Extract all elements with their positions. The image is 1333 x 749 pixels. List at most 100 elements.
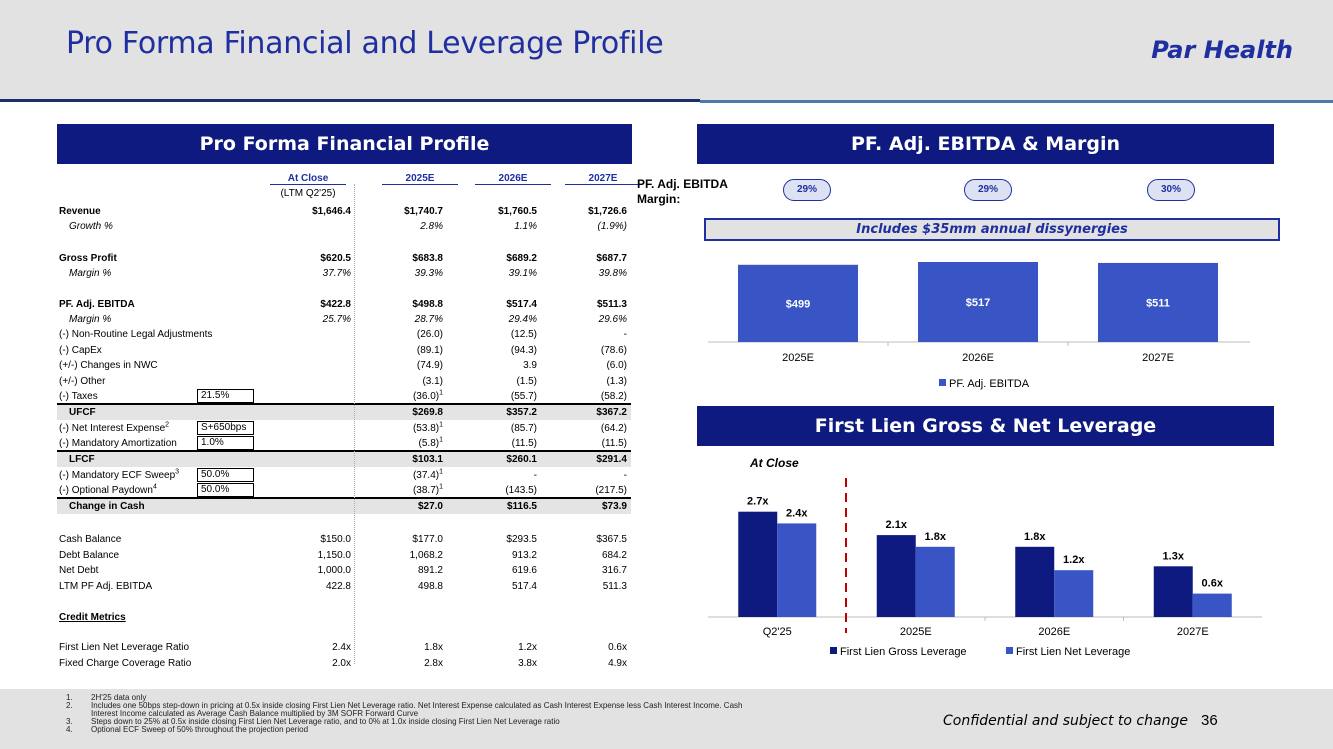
cell-value: $620.5 bbox=[320, 253, 351, 264]
row-label: (-) Taxes bbox=[59, 389, 98, 404]
cell-other-2: (1.5) bbox=[457, 374, 537, 389]
cell-value: 4.9x bbox=[608, 658, 627, 669]
x-tick-label: 2025E bbox=[900, 626, 932, 638]
cell-ebitda-3: $511.3 bbox=[547, 297, 627, 312]
cell-gross_profit-2: $689.2 bbox=[457, 251, 537, 266]
row-label-text: (+/-) Changes in NWC bbox=[59, 360, 158, 371]
cell-ebitda_margin-1: 28.7% bbox=[363, 312, 443, 327]
cell-value: 39.1% bbox=[508, 268, 537, 279]
cell-value: $517.4 bbox=[506, 299, 537, 310]
cell-ebitda-1: $498.8 bbox=[363, 297, 443, 312]
cell-gp_margin-3: 39.8% bbox=[547, 266, 627, 281]
cell-debt-1: 1,068.2 bbox=[363, 548, 443, 563]
row-label-text: (-) Mandatory ECF Sweep bbox=[59, 470, 176, 481]
cell-value: $689.2 bbox=[506, 253, 537, 264]
table-row-nwc: (+/-) Changes in NWC (74.9) 3.9 (6.0) bbox=[57, 358, 631, 373]
table-row-debt: Debt Balance 1,150.0 1,068.2 913.2 684.2 bbox=[57, 548, 631, 563]
legend-swatch bbox=[939, 379, 946, 386]
table-row-gross_profit: Gross Profit $620.5 $683.8 $689.2 $687.7 bbox=[57, 251, 631, 266]
legend-label-gross: First Lien Gross Leverage bbox=[840, 646, 967, 658]
cell-cash-1: $177.0 bbox=[363, 532, 443, 547]
net-leverage-bar-2026E bbox=[1054, 570, 1094, 617]
footnote-text: Includes one 50bps step-down in pricing … bbox=[91, 701, 743, 710]
cell-net_debt-3: 316.7 bbox=[547, 563, 627, 578]
ebitda-bar-2025E bbox=[738, 264, 858, 342]
row-label-text: First Lien Net Leverage Ratio bbox=[59, 642, 190, 653]
brand-logo-text: Par Health bbox=[1151, 36, 1293, 64]
cell-value: (5.8) bbox=[418, 438, 440, 449]
x-tick-label: Q2'25 bbox=[763, 626, 792, 638]
table-row-interest: (-) Net Interest Expense2 S+650bps (53.8)1… bbox=[57, 421, 631, 436]
cell-gross_profit-0: $620.5 bbox=[271, 251, 351, 266]
cell-ecf-1: (37.4)1 bbox=[363, 468, 443, 483]
row-label-text: (+/-) Other bbox=[59, 376, 106, 387]
bar-data-label: $517 bbox=[966, 297, 990, 309]
bar-data-label: 1.8x bbox=[925, 531, 947, 543]
table-row-fl_net: First Lien Net Leverage Ratio 2.4x 1.8x 1.2… bbox=[57, 640, 631, 655]
cell-value: 2.8% bbox=[420, 221, 443, 232]
cell-value: $27.0 bbox=[417, 501, 443, 512]
row-label: PF. Adj. EBITDA bbox=[59, 297, 135, 312]
bar-data-label: 1.8x bbox=[1024, 531, 1046, 543]
bar-data-label: 2.1x bbox=[886, 519, 908, 531]
cell-capex-2: (94.3) bbox=[457, 343, 537, 358]
cell-value: 29.6% bbox=[598, 314, 627, 325]
cell-cash-0: $150.0 bbox=[271, 532, 351, 547]
cell-ufcf-3: $367.2 bbox=[547, 405, 627, 420]
cell-value: (36.0) bbox=[412, 391, 440, 402]
table-row-gp_margin: Margin % 37.7% 39.3% 39.1% 39.8% bbox=[57, 266, 631, 281]
cell-value: 3.9 bbox=[523, 360, 537, 371]
cell-value: (55.7) bbox=[510, 391, 537, 402]
cell-value: 913.2 bbox=[511, 550, 537, 561]
cell-value: (89.1) bbox=[416, 345, 443, 356]
cell-value: 2.0x bbox=[332, 658, 351, 669]
ebitda-bar-chart: $499 2025E $517 2026E $511 2027E PF. Adj. EBIT… bbox=[708, 262, 1250, 390]
cell-value: $291.4 bbox=[596, 454, 627, 465]
table-row-ecf: (-) Mandatory ECF Sweep3 50.0% (37.4)1 - - bbox=[57, 468, 631, 483]
gross-leverage-bar-2027E bbox=[1153, 566, 1193, 617]
cell-paydown-1: (38.7)1 bbox=[363, 483, 443, 498]
row-label-text: (-) CapEx bbox=[59, 345, 102, 356]
cell-value: 0.6x bbox=[608, 642, 627, 653]
row-label: (-) Optional Paydown4 bbox=[59, 483, 157, 498]
cell-nwc-2: 3.9 bbox=[457, 358, 537, 373]
cell-fl_net-3: 0.6x bbox=[547, 640, 627, 655]
cell-lfcf-2: $260.1 bbox=[457, 452, 537, 467]
row-label: Revenue bbox=[59, 204, 101, 219]
cell-ecf-3: - bbox=[547, 468, 627, 483]
cell-ltm-2: 517.4 bbox=[457, 579, 537, 594]
row-label-text: LFCF bbox=[69, 454, 95, 465]
footnote-marker: 1 bbox=[439, 421, 443, 429]
cell-ufcf-1: $269.8 bbox=[363, 405, 443, 420]
row-label: Fixed Charge Coverage Ratio bbox=[59, 656, 191, 671]
cell-value: 1.2x bbox=[518, 642, 537, 653]
cell-value: $1,726.6 bbox=[588, 206, 627, 217]
row-label-text: LTM PF Adj. EBITDA bbox=[59, 581, 153, 592]
at-close-label: At Close bbox=[749, 456, 799, 470]
financial-profile-title: Pro Forma Financial Profile bbox=[57, 124, 632, 164]
cell-capex-1: (89.1) bbox=[363, 343, 443, 358]
footnote-number: 4. bbox=[66, 725, 73, 734]
row-label: Cash Balance bbox=[59, 532, 121, 547]
cell-taxes-3: (58.2) bbox=[547, 389, 627, 404]
table-row-ebitda: PF. Adj. EBITDA $422.8 $498.8 $517.4 $511.3 bbox=[57, 297, 631, 312]
cell-value: $687.7 bbox=[596, 253, 627, 264]
row-label: Credit Metrics bbox=[59, 610, 126, 625]
cell-value: - bbox=[623, 329, 627, 340]
footnote-marker: 1 bbox=[439, 389, 443, 397]
table-divider bbox=[57, 497, 631, 499]
row-label: (-) CapEx bbox=[59, 343, 102, 358]
cell-value: (12.5) bbox=[510, 329, 537, 340]
ebitda-panel-title: PF. Adj. EBITDA & Margin bbox=[697, 124, 1274, 164]
bar-data-label: 0.6x bbox=[1202, 578, 1224, 590]
cell-ltm-1: 498.8 bbox=[363, 579, 443, 594]
cell-gross_profit-3: $687.7 bbox=[547, 251, 627, 266]
cell-nwc-1: (74.9) bbox=[363, 358, 443, 373]
cell-change_cash-2: $116.5 bbox=[457, 499, 537, 514]
ebitda-bar-2026E bbox=[918, 262, 1038, 342]
table-row-revenue: Revenue $1,646.4 $1,740.7 $1,760.5 $1,726.6 bbox=[57, 204, 631, 219]
table-row-legal: (-) Non-Routine Legal Adjustments (26.0) (… bbox=[57, 327, 631, 342]
cell-value: (26.0) bbox=[416, 329, 443, 340]
cell-value: (85.7) bbox=[510, 423, 537, 434]
cell-paydown-2: (143.5) bbox=[457, 483, 537, 498]
